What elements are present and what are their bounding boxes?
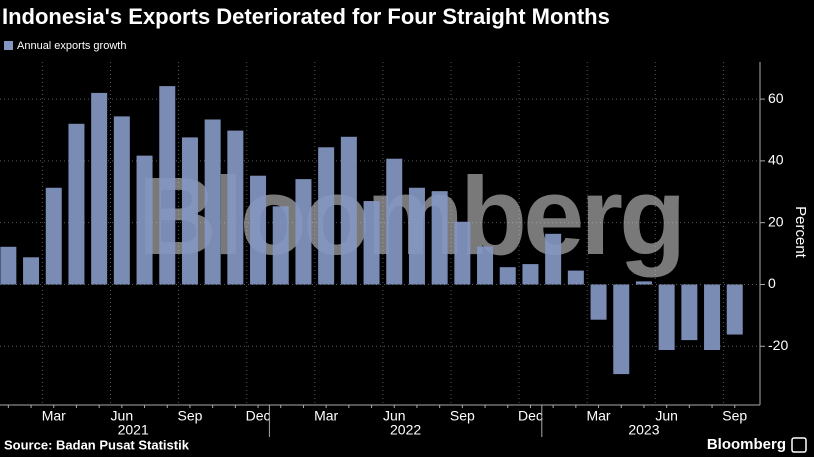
- bar: [0, 246, 17, 285]
- legend-label: Annual exports growth: [17, 40, 126, 52]
- y-axis-label: Percent: [792, 206, 809, 259]
- bar: [68, 123, 85, 285]
- x-tick-label: Mar: [586, 408, 610, 424]
- bar: [726, 284, 743, 335]
- bar: [590, 284, 607, 320]
- bar: [204, 119, 221, 285]
- x-tick-label: Jun: [383, 408, 406, 424]
- x-tick-label: Sep: [722, 408, 747, 424]
- y-tick-label: 0: [768, 275, 776, 291]
- x-tick-label: Dec: [518, 408, 543, 424]
- bar: [635, 281, 652, 285]
- brand-icon: [791, 437, 807, 453]
- x-tick-label: Jun: [111, 408, 134, 424]
- bar: [545, 233, 562, 285]
- x-tick-label: Jun: [655, 408, 678, 424]
- bar: [658, 284, 675, 350]
- x-group-label: 2022: [390, 422, 421, 438]
- x-tick-label: Sep: [177, 408, 202, 424]
- bar: [272, 206, 289, 285]
- bar: [250, 175, 267, 285]
- brand: Bloomberg: [707, 436, 786, 453]
- x-group-label: 2023: [628, 422, 659, 438]
- legend-swatch: [4, 41, 13, 50]
- bar: [704, 284, 721, 350]
- x-tick-label: Dec: [246, 408, 271, 424]
- bar: [23, 257, 40, 285]
- bar: [477, 246, 494, 285]
- y-tick-label: 60: [768, 90, 784, 106]
- bar: [363, 201, 380, 285]
- y-tick-label: -20: [768, 337, 788, 353]
- bar: [613, 284, 630, 375]
- bar: [181, 137, 198, 285]
- bar: [45, 187, 62, 285]
- x-tick-label: Mar: [42, 408, 66, 424]
- bar: [295, 179, 312, 285]
- x-group-label: 2021: [118, 422, 149, 438]
- bar: [113, 116, 130, 285]
- bar: [454, 221, 471, 285]
- x-tick-label: Mar: [314, 408, 338, 424]
- bar: [386, 158, 403, 285]
- x-tick-label: Sep: [450, 408, 475, 424]
- bar: [567, 270, 584, 285]
- bar: [340, 136, 357, 285]
- bar: [227, 130, 244, 285]
- bar: [91, 92, 108, 285]
- bar: [499, 267, 516, 285]
- bar: [136, 155, 153, 285]
- bar: [159, 86, 176, 285]
- bar: [681, 284, 698, 341]
- bar: [318, 147, 335, 285]
- source: Source: Badan Pusat Statistik: [4, 437, 190, 452]
- bar: [431, 191, 448, 285]
- bar: [408, 187, 425, 285]
- bar: [522, 264, 539, 285]
- chart-title: Indonesia's Exports Deteriorated for Fou…: [2, 4, 610, 29]
- y-tick-label: 20: [768, 213, 784, 229]
- y-tick-label: 40: [768, 152, 784, 168]
